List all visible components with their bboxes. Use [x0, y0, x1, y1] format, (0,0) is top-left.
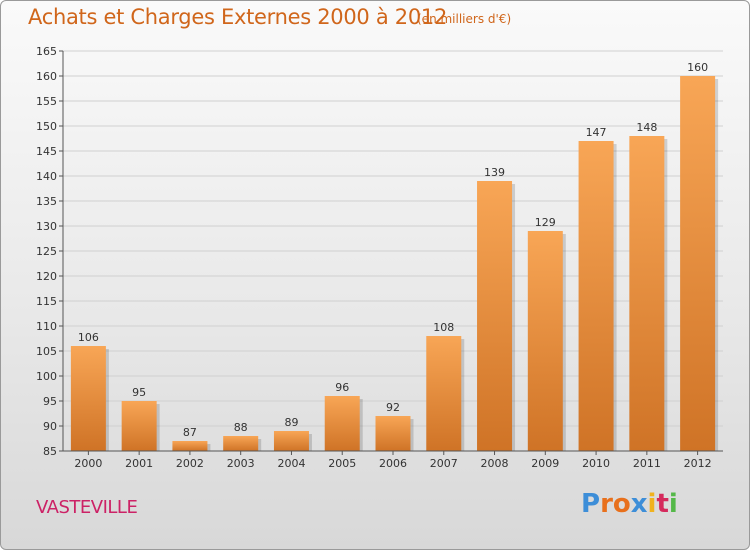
y-tick-label: 155: [36, 95, 57, 108]
y-tick-label: 145: [36, 145, 57, 158]
y-tick-label: 110: [36, 320, 57, 333]
x-tick-label: 2010: [582, 457, 610, 470]
x-tick-label: 2009: [531, 457, 559, 470]
data-label: 160: [687, 61, 708, 74]
bar: [273, 431, 309, 451]
x-tick-label: 2003: [227, 457, 255, 470]
y-axis-ticks: 85 90 95 100 105 110 115 120 125 130 135 140 145 150 1…: [36, 45, 63, 458]
logo-letter: x: [630, 489, 648, 519]
data-label: 88: [234, 421, 248, 434]
logo-letter: i: [647, 489, 657, 519]
data-label: 139: [484, 166, 505, 179]
grid-lines: [63, 50, 723, 452]
data-label: 89: [284, 416, 298, 429]
x-tick-label: 2002: [176, 457, 204, 470]
chart-unit: (en milliers d'€): [417, 12, 512, 26]
bar: [223, 436, 259, 451]
data-label: 108: [433, 321, 454, 334]
bar: [680, 76, 716, 451]
logo-letter: P: [581, 489, 601, 519]
y-tick-label: 165: [36, 45, 57, 58]
axes: [62, 51, 723, 452]
bar: [375, 416, 411, 451]
data-label: 95: [132, 386, 146, 399]
chart-title: Achats et Charges Externes 2000 à 2012: [28, 5, 448, 29]
y-tick-label: 100: [36, 370, 57, 383]
y-tick-label: 150: [36, 120, 57, 133]
data-label: 148: [636, 121, 657, 134]
y-tick-label: 90: [43, 420, 57, 433]
bar: [477, 181, 513, 451]
y-tick-label: 95: [43, 395, 57, 408]
x-tick-label: 2001: [125, 457, 153, 470]
data-labels: 106 95 87 88 89 96 92 108 139 129 147 148 160: [78, 61, 708, 439]
y-tick-label: 135: [36, 195, 57, 208]
proxiti-logo: Proxiti: [581, 489, 678, 519]
y-tick-label: 115: [36, 295, 57, 308]
x-tick-label: 2004: [277, 457, 305, 470]
data-label: 96: [335, 381, 349, 394]
x-tick-label: 2012: [684, 457, 712, 470]
y-tick-label: 120: [36, 270, 57, 283]
data-label: 147: [586, 126, 607, 139]
y-tick-label: 140: [36, 170, 57, 183]
bar: [527, 231, 563, 451]
y-tick-label: 130: [36, 220, 57, 233]
x-tick-label: 2007: [430, 457, 458, 470]
x-axis-ticks: 2000 2001 2002 2003 2004 2005 2006 2007 2008 2009…: [74, 451, 712, 470]
logo-letter: t: [656, 489, 669, 519]
x-tick-label: 2006: [379, 457, 407, 470]
y-tick-label: 105: [36, 345, 57, 358]
data-label: 129: [535, 216, 556, 229]
y-tick-label: 125: [36, 245, 57, 258]
bar: [629, 136, 665, 451]
x-tick-label: 2008: [481, 457, 509, 470]
y-tick-label: 160: [36, 70, 57, 83]
data-label: 92: [386, 401, 400, 414]
bar: [121, 401, 157, 451]
data-label: 106: [78, 331, 99, 344]
y-tick-label: 85: [43, 445, 57, 458]
bar: [172, 441, 208, 451]
commune-name: VASTEVILLE: [36, 497, 138, 518]
bar: [426, 336, 462, 451]
logo-letter: o: [612, 489, 631, 519]
data-label: 87: [183, 426, 197, 439]
logo-letter: r: [600, 489, 613, 519]
bar: [578, 141, 614, 451]
bar: [324, 396, 360, 451]
bar: [70, 346, 106, 451]
x-tick-label: 2005: [328, 457, 356, 470]
logo-letter: i: [668, 489, 678, 519]
x-tick-label: 2011: [633, 457, 661, 470]
bars: [70, 76, 719, 451]
x-tick-label: 2000: [74, 457, 102, 470]
